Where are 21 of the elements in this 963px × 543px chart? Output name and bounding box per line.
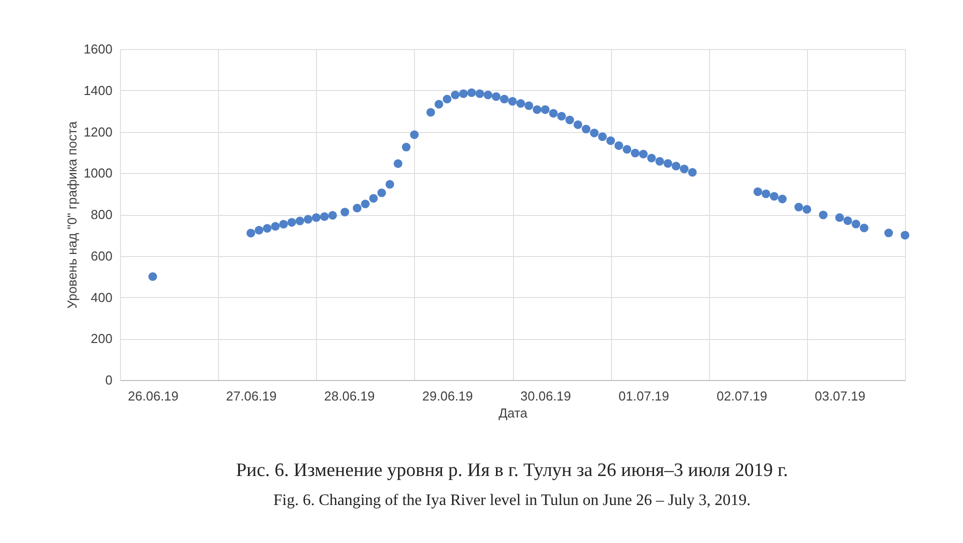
x-tick-label: 27.06.19 <box>226 388 277 404</box>
x-axis-title: Дата <box>498 406 528 420</box>
x-tick-label: 03.07.19 <box>814 388 866 404</box>
y-tick-label: 600 <box>90 248 112 264</box>
x-tick-label: 26.06.19 <box>128 388 179 404</box>
y-tick-label: 1000 <box>84 166 112 181</box>
x-tick-label: 02.07.19 <box>716 388 768 404</box>
x-tick-label: 01.07.19 <box>618 388 670 404</box>
y-tick-label: 200 <box>90 331 112 346</box>
x-tick-label: 28.06.19 <box>324 388 375 404</box>
text: Рис. 6. Изменение уровня р. Ия в г. Тулун за 26 июня–3 июля 2019 г. <box>236 460 788 481</box>
x-tick-label: 30.06.19 <box>520 388 572 404</box>
y-tick-label: 800 <box>90 207 112 222</box>
y-axis-title: Уровень над "0" графика поста <box>64 120 80 309</box>
y-tick-label: 0 <box>105 372 112 388</box>
y-tick-label: 1400 <box>84 82 112 98</box>
caption: Fig. 6. Changing of the Iya River level in Tulun on June 26 – July 3, 2019. <box>273 492 751 509</box>
y-tick-label: 1200 <box>84 124 112 140</box>
x-tick-label: 29.06.19 <box>422 388 473 404</box>
y-tick-label: 1600 <box>84 42 112 56</box>
y-tick-label: 400 <box>90 290 112 305</box>
